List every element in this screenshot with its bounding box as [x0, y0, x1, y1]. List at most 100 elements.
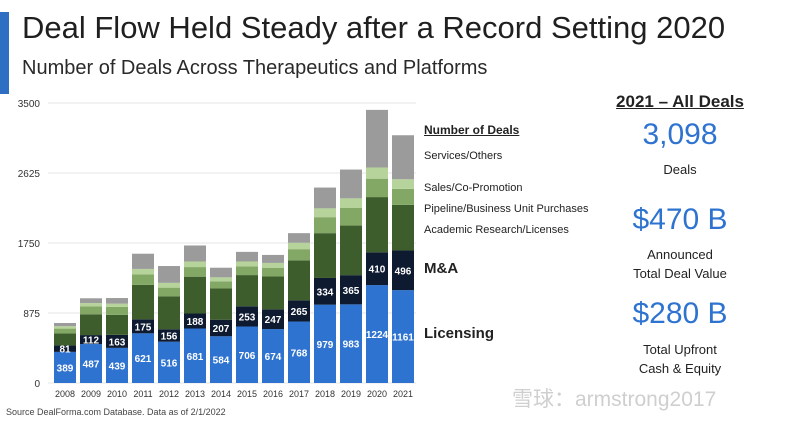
x-tick-label: 2014: [211, 389, 231, 399]
data-label: 516: [161, 358, 178, 369]
bar-segment: [340, 169, 362, 199]
announced-value: $470 B: [632, 203, 728, 236]
bar-segment: [54, 326, 76, 329]
bar-segment: [158, 282, 180, 288]
data-label: 265: [291, 307, 308, 318]
data-label: 584: [213, 356, 230, 367]
bar-segment: [80, 306, 102, 315]
bar-segment: [80, 298, 102, 304]
bar-segment: [106, 303, 128, 307]
bar-segment: [236, 261, 258, 267]
y-tick-label: 3500: [18, 99, 41, 110]
data-label: 156: [161, 331, 178, 342]
bar-segment: [210, 281, 232, 289]
data-label: 188: [187, 317, 204, 328]
bar-segment: [392, 135, 414, 180]
data-label: 247: [265, 315, 282, 326]
bar-segment: [392, 290, 414, 383]
bar-segment: [80, 314, 102, 336]
bar-segment: [366, 178, 388, 198]
x-tick-label: 2017: [289, 389, 309, 399]
data-label: 706: [239, 351, 256, 362]
bar-segment: [132, 268, 154, 275]
x-tick-label: 2013: [185, 389, 205, 399]
upfront-caption-line2: Cash & Equity: [638, 361, 722, 376]
data-label: 496: [395, 266, 412, 277]
bar-segment: [184, 313, 206, 329]
bar-segment: [288, 321, 310, 383]
bar-segment: [132, 319, 154, 334]
legend-item-pipeline: Pipeline/Business Unit Purchases: [424, 203, 589, 215]
summary-heading: 2021 – All Deals: [616, 92, 744, 111]
x-tick-label: 2008: [55, 389, 75, 399]
data-label: 439: [109, 361, 126, 372]
bar-segment: [392, 250, 414, 291]
bar-segment: [132, 253, 154, 269]
bar-segment: [106, 347, 128, 383]
bar-segment: [340, 225, 362, 276]
bar-segment: [184, 276, 206, 314]
bar-segment: [184, 245, 206, 262]
data-label: 1161: [392, 333, 414, 344]
y-tick-label: 0: [34, 379, 40, 390]
bar-segment: [54, 328, 76, 334]
bar-segment: [158, 329, 180, 342]
bar-segment: [366, 167, 388, 179]
legend-heading: Number of Deals: [424, 123, 520, 137]
source-note: Source DealForma.com Database. Data as o…: [6, 407, 226, 417]
x-tick-label: 2020: [367, 389, 387, 399]
x-tick-label: 2010: [107, 389, 127, 399]
bar-segment: [158, 266, 180, 283]
legend-item-sales: Sales/Co-Promotion: [424, 182, 523, 194]
bar-segment: [262, 262, 284, 268]
bar-segment: [314, 304, 336, 383]
bar-segment: [80, 344, 102, 383]
deals-count: 3,098: [642, 118, 718, 151]
data-label: 389: [57, 363, 74, 374]
data-label: 175: [135, 322, 152, 333]
data-label: 410: [369, 265, 386, 276]
bar-segment: [158, 287, 180, 297]
data-label: 768: [291, 348, 308, 359]
upfront-caption-line1: Total Upfront: [643, 342, 717, 357]
bar-segment: [262, 267, 284, 277]
data-label: 674: [265, 352, 282, 363]
bar-segment: [392, 179, 414, 189]
bar-segment: [392, 204, 414, 251]
data-label: 207: [213, 324, 230, 335]
bar-segment: [366, 109, 388, 168]
x-tick-label: 2012: [159, 389, 179, 399]
bar-segment: [262, 309, 284, 330]
bar-segment: [288, 260, 310, 301]
data-label: 365: [343, 286, 360, 297]
data-label: 163: [109, 337, 126, 348]
bar-segment: [262, 276, 284, 310]
x-tick-label: 2019: [341, 389, 361, 399]
y-tick-label: 1750: [18, 239, 41, 250]
x-tick-label: 2018: [315, 389, 335, 399]
bar-segment: [236, 275, 258, 307]
bar-segment: [314, 208, 336, 218]
bar-segment: [288, 242, 310, 250]
stacked-bar-chart: 0 875 1750 2625 3500 389 81 2008 487 112 2009 439 16…: [18, 99, 416, 399]
bar-segment: [210, 277, 232, 282]
data-label: 334: [317, 287, 334, 298]
bar-segment: [314, 277, 336, 305]
legend-item-academic: Academic Research/Licenses: [424, 224, 569, 236]
bar-segment: [314, 217, 336, 234]
bar-segment: [80, 303, 102, 307]
bar-segment: [340, 207, 362, 226]
data-label: 112: [83, 336, 100, 347]
bar-segment: [366, 285, 388, 383]
data-label: 81: [59, 345, 71, 356]
data-label: 681: [187, 352, 204, 363]
bar-segment: [340, 198, 362, 208]
bar-segment: [54, 351, 76, 383]
bar-segment: [236, 326, 258, 383]
data-label: 979: [317, 340, 334, 351]
bar-segment: [158, 341, 180, 383]
bar-segment: [106, 314, 128, 335]
bar-segment: [210, 267, 232, 278]
bar-segment: [80, 335, 102, 345]
bar-segment: [106, 306, 128, 315]
